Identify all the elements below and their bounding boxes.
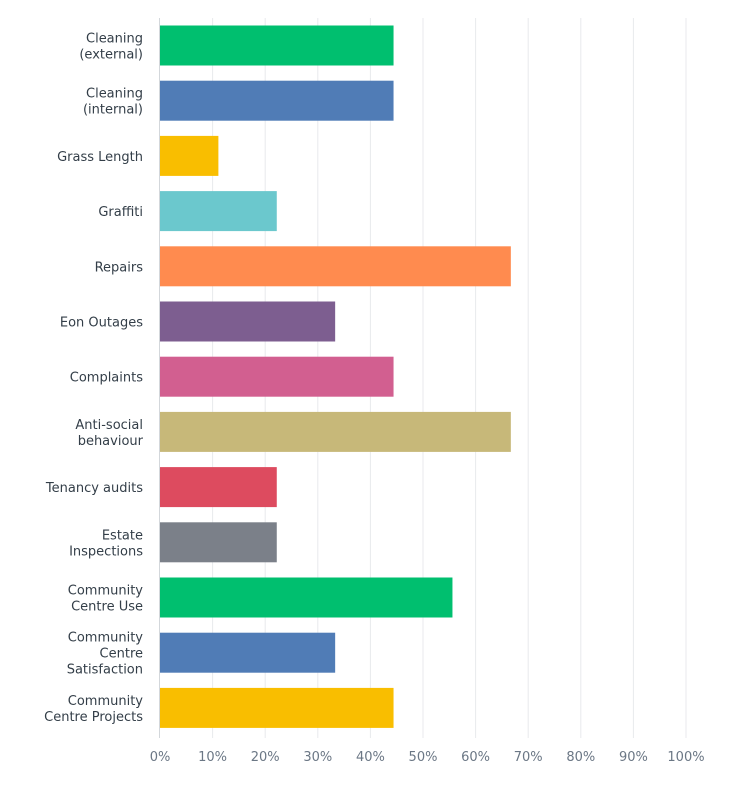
x-tick-label: 100% — [667, 750, 704, 765]
category-label: Repairs — [95, 260, 144, 275]
category-label: Estate Inspections — [69, 528, 143, 559]
bar — [160, 301, 336, 342]
category-label: Cleaning (external) — [79, 32, 143, 63]
x-tick-label: 30% — [303, 750, 332, 765]
bar — [160, 632, 336, 673]
bar — [160, 356, 394, 397]
x-tick-label: 90% — [619, 750, 648, 765]
category-label: Complaints — [70, 371, 143, 386]
x-tick-label: 80% — [566, 750, 595, 765]
bar — [160, 80, 394, 121]
category-label: Community Centre Projects — [44, 694, 143, 725]
bar — [160, 577, 453, 618]
category-label: Cleaning (internal) — [83, 87, 143, 118]
category-label: Grass Length — [57, 150, 143, 165]
x-tick-label: 0% — [150, 750, 171, 765]
bar — [160, 411, 511, 452]
x-tick-label: 50% — [409, 750, 438, 765]
category-label: Eon Outages — [60, 316, 143, 331]
bar — [160, 522, 277, 563]
category-label: Community Centre Use — [68, 584, 144, 615]
category-label: Graffiti — [98, 205, 143, 220]
x-tick-label: 20% — [251, 750, 280, 765]
x-axis-tick-labels: 0% 10% 20% 30% 40% 50% 60% 70% 80% 90% 100% — [150, 750, 705, 765]
bar — [160, 467, 277, 508]
bars — [160, 25, 511, 728]
x-tick-label: 10% — [198, 750, 227, 765]
bar — [160, 687, 394, 728]
bar — [160, 135, 219, 176]
x-tick-label: 40% — [356, 750, 385, 765]
x-tick-label: 70% — [514, 750, 543, 765]
bar — [160, 25, 394, 66]
bar — [160, 246, 511, 287]
category-label: Anti-social behaviour — [75, 418, 143, 449]
x-tick-label: 60% — [461, 750, 490, 765]
category-label: Community Centre Satisfaction — [67, 631, 144, 678]
category-labels: Cleaning (external) Cleaning (internal) Gras… — [44, 32, 144, 725]
grid-lines — [159, 18, 687, 738]
bar — [160, 191, 277, 232]
category-label: Tenancy audits — [45, 481, 143, 496]
